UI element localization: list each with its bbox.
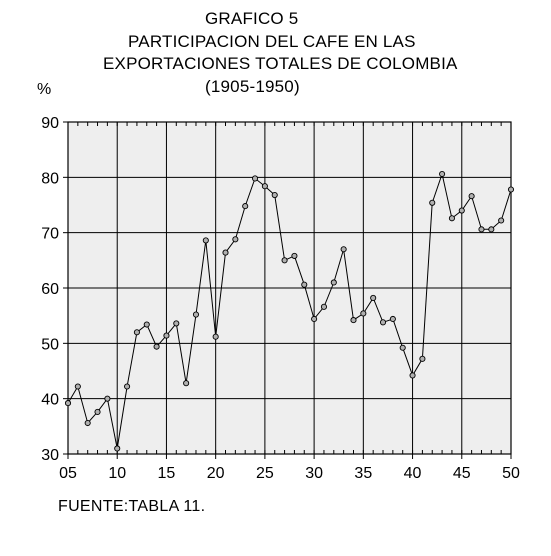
data-point xyxy=(291,252,298,259)
data-point xyxy=(114,445,121,452)
plot-frame xyxy=(67,121,512,455)
data-point xyxy=(133,329,140,336)
data-point xyxy=(153,343,160,350)
data-point xyxy=(458,207,465,214)
data-point xyxy=(507,186,515,193)
data-point xyxy=(439,170,446,178)
data-point xyxy=(360,310,367,317)
data-point xyxy=(192,311,200,318)
y-tick-label: 50 xyxy=(41,336,59,353)
data-point xyxy=(202,237,209,244)
x-tick-label: 25 xyxy=(256,465,274,482)
data-point xyxy=(94,408,101,415)
data-point xyxy=(143,321,150,328)
data-point xyxy=(320,303,328,310)
x-tick-label: 10 xyxy=(108,465,126,482)
y-tick-label: 90 xyxy=(41,115,59,132)
series-line xyxy=(67,172,512,449)
x-tick-label: 15 xyxy=(158,465,176,482)
data-point xyxy=(429,199,436,206)
data-point xyxy=(409,372,416,379)
x-tick-label: 50 xyxy=(502,465,520,482)
data-point xyxy=(173,320,180,327)
x-tick-label: 30 xyxy=(305,465,323,482)
x-tick-label: 20 xyxy=(207,465,225,482)
data-point xyxy=(370,294,377,302)
y-tick-label: 40 xyxy=(41,392,59,409)
data-point xyxy=(84,419,91,427)
chart-title-line-1: GRAFICO 5 xyxy=(205,9,299,28)
data-point xyxy=(261,183,268,190)
data-point xyxy=(232,236,239,243)
data-point xyxy=(242,203,249,210)
y-tick-label: 80 xyxy=(41,170,59,187)
chart-title-line-3: EXPORTACIONES TOTALES DE COLOMBIA xyxy=(103,54,458,73)
data-point xyxy=(124,383,131,390)
data-point xyxy=(419,355,426,362)
x-tick-label: 35 xyxy=(354,465,372,482)
data-point xyxy=(478,226,485,233)
data-point xyxy=(251,175,259,182)
x-tick-label: 45 xyxy=(453,465,471,482)
data-point xyxy=(399,344,406,351)
data-point xyxy=(379,319,387,326)
chart-title-line-2: PARTICIPACION DEL CAFE EN LAS xyxy=(128,32,416,51)
data-point xyxy=(301,281,308,288)
data-point xyxy=(448,215,455,222)
data-point xyxy=(488,226,495,233)
data-point xyxy=(271,191,278,199)
chart-title-line-4: (1905-1950) xyxy=(205,77,300,96)
data-point xyxy=(468,193,475,200)
y-tick-label: 30 xyxy=(41,447,59,464)
data-point xyxy=(330,279,337,286)
source-note: FUENTE:TABLA 11. xyxy=(58,498,206,515)
data-point xyxy=(350,317,357,324)
data-point xyxy=(281,257,288,264)
data-point xyxy=(74,383,81,390)
y-tick-label: 60 xyxy=(41,281,59,298)
line-chart: 30 40 50 60 70 80 90 05 10 15 20 25 30 35 40 45 50 xyxy=(41,115,520,482)
data-point xyxy=(389,315,396,323)
y-axis-label: % xyxy=(37,81,52,98)
data-point xyxy=(163,332,170,339)
data-point xyxy=(64,400,72,407)
data-point xyxy=(104,395,111,402)
data-point xyxy=(212,333,219,340)
data-point xyxy=(340,246,347,253)
data-point xyxy=(311,315,318,323)
x-tick-label: 40 xyxy=(404,465,422,482)
data-point xyxy=(498,217,505,224)
data-point xyxy=(222,249,229,256)
y-tick-label: 70 xyxy=(41,226,59,243)
data-point xyxy=(183,380,190,387)
x-tick-label: 05 xyxy=(59,465,77,482)
